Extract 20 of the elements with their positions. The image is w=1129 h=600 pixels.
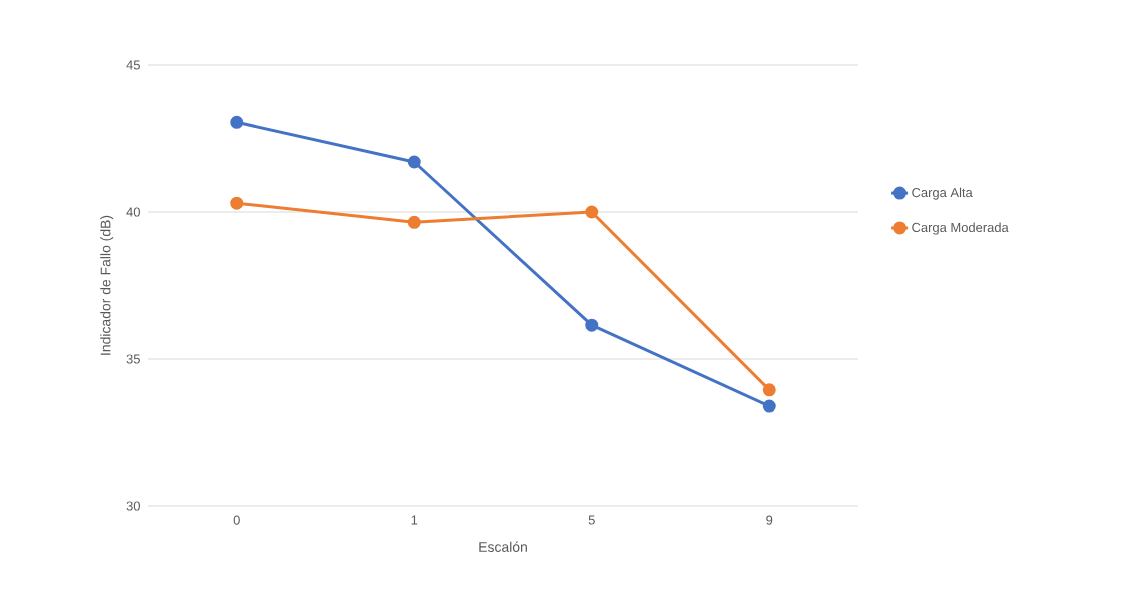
legend-label: Carga Moderada (912, 222, 1009, 235)
x-tick-label: 0 (233, 515, 240, 525)
point (407, 215, 421, 229)
y-axis-title: Indicador de Fallo (dB) (100, 215, 114, 355)
y-tick-label: 30 (126, 501, 140, 511)
legend-label: Carga Alta (912, 187, 973, 200)
x-axis-title: Escalón (479, 541, 527, 552)
point (762, 399, 776, 413)
x-tick-label: 9 (766, 515, 773, 525)
point (407, 155, 421, 169)
point (762, 383, 776, 397)
y-tick-label: 40 (126, 207, 140, 217)
point (585, 318, 599, 332)
point (230, 115, 244, 129)
x-tick-label: 5 (588, 515, 595, 525)
point (230, 196, 244, 210)
x-tick-label: 1 (411, 515, 418, 525)
point (585, 205, 599, 219)
y-tick-label: 35 (126, 354, 140, 364)
y-tick-label: 45 (126, 60, 140, 70)
